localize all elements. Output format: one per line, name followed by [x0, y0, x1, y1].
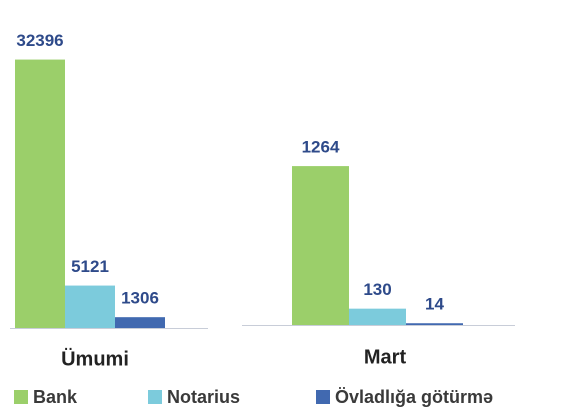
bar: [406, 323, 463, 325]
value-label: 1306: [121, 289, 159, 308]
legend-swatch: [316, 390, 330, 404]
legend-swatch: [14, 390, 28, 404]
value-label: 32396: [16, 31, 63, 50]
legend-label: Övladlığa götürmə: [335, 387, 493, 407]
bar: [115, 317, 165, 328]
value-label: 1264: [302, 138, 340, 157]
value-label: 130: [363, 280, 391, 299]
group-title: Ümumi: [61, 347, 129, 370]
bar: [349, 308, 406, 325]
bar: [292, 166, 349, 325]
legend-swatch: [148, 390, 162, 404]
bar: [15, 59, 65, 329]
value-label: 14: [425, 295, 444, 314]
legend-label: Bank: [33, 387, 78, 407]
group-title: Mart: [364, 346, 407, 368]
value-label: 5121: [71, 257, 109, 276]
legend-label: Notarius: [167, 387, 240, 407]
bar: [65, 285, 115, 328]
